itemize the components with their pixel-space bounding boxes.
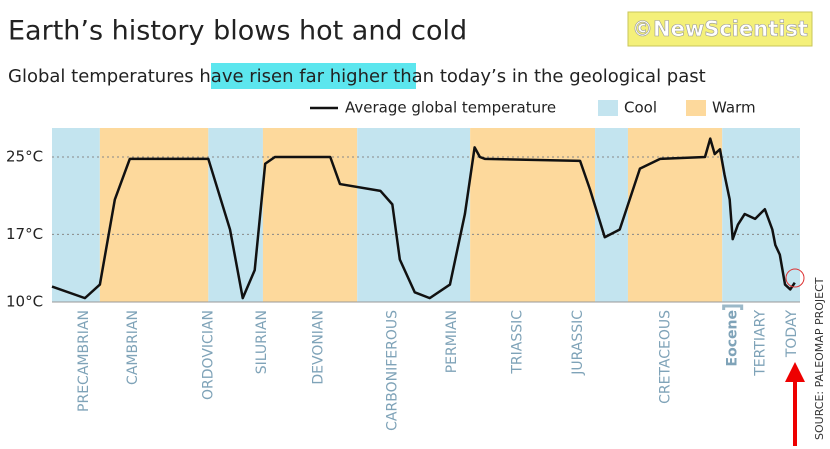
legend-label: Average global temperature <box>345 99 556 117</box>
band <box>357 128 471 302</box>
highlight-circle <box>785 268 805 288</box>
band <box>99 128 209 302</box>
y-tick-label: 17°C <box>6 225 43 243</box>
period-label: Eocene <box>725 310 741 366</box>
period-label: PERMIAN <box>444 310 460 373</box>
period-label: JURASSIC <box>570 310 586 376</box>
period-label: TERTIARY <box>752 310 768 377</box>
y-tick-label: 25°C <box>6 148 43 166</box>
chart-title: Earth’s history blows hot and cold <box>8 16 467 47</box>
band <box>208 128 263 302</box>
arrow-head <box>785 362 805 382</box>
band <box>52 128 100 302</box>
subtitle: Global temperatures have risen far highe… <box>8 66 706 87</box>
period-label: CAMBRIAN <box>125 310 141 385</box>
legend-swatch <box>686 100 706 116</box>
period-label: ORDOVICIAN <box>200 310 216 400</box>
period-label: DEVONIAN <box>310 310 326 385</box>
period-label: PRECAMBRIAN <box>76 310 92 412</box>
legend-swatch <box>598 100 618 116</box>
period-label: CRETACEOUS <box>657 310 673 404</box>
source: SOURCE: PALEOMAP PROJECT <box>813 277 826 440</box>
band <box>262 128 358 302</box>
logo-box <box>627 11 813 47</box>
band <box>722 128 800 302</box>
legend-label: Warm <box>712 99 756 117</box>
period-label: TRIASSIC <box>509 310 525 375</box>
highlight <box>211 63 416 89</box>
legend-label: Cool <box>624 99 657 117</box>
y-tick-label: 10°C <box>6 293 43 311</box>
temperature-line <box>51 137 796 300</box>
band <box>470 128 596 302</box>
period-label: TODAY <box>784 310 800 359</box>
eocene-bracket <box>722 304 744 310</box>
band <box>627 128 723 302</box>
period-label: CARBONIFEROUS <box>384 310 400 431</box>
logo: ©NewScientist <box>632 17 808 41</box>
band <box>595 128 628 302</box>
period-label: SILURIAN <box>254 310 270 374</box>
